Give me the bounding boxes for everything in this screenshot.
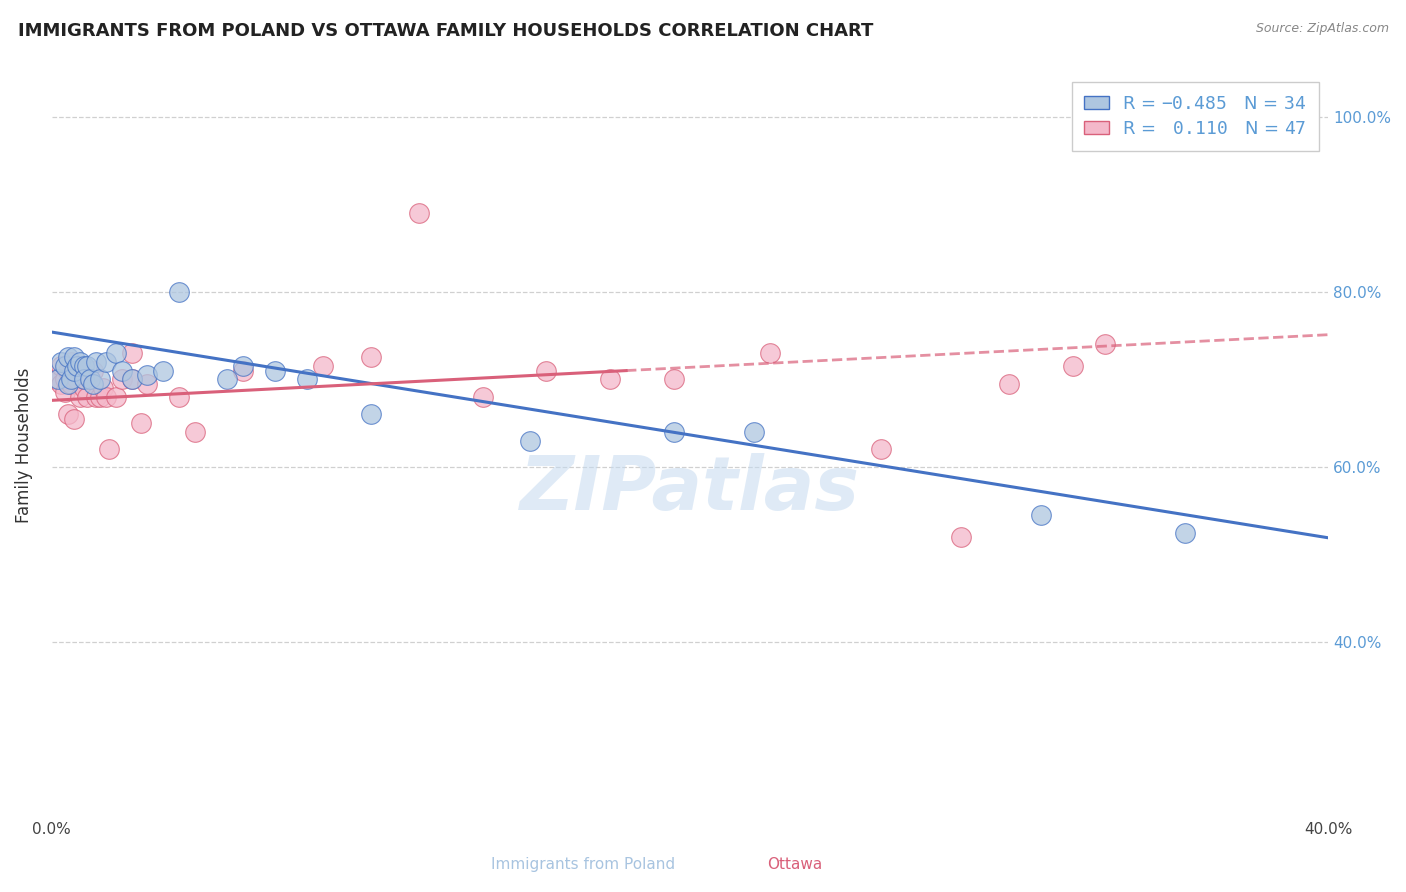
- Point: [870, 442, 893, 457]
- Text: IMMIGRANTS FROM POLAND VS OTTAWA FAMILY HOUSEHOLDS CORRELATION CHART: IMMIGRANTS FROM POLAND VS OTTAWA FAMILY …: [18, 22, 873, 40]
- Text: Ottawa: Ottawa: [766, 857, 823, 872]
- Point: [950, 530, 973, 544]
- Point: [73, 372, 96, 386]
- Point: [121, 372, 143, 386]
- Point: [53, 359, 76, 374]
- Point: [111, 372, 134, 386]
- Point: [104, 390, 127, 404]
- Point: [53, 372, 76, 386]
- Point: [742, 425, 765, 439]
- Point: [471, 390, 494, 404]
- Point: [51, 359, 73, 374]
- Point: [312, 359, 335, 374]
- Point: [69, 390, 91, 404]
- Point: [295, 372, 318, 386]
- Text: Source: ZipAtlas.com: Source: ZipAtlas.com: [1256, 22, 1389, 36]
- Point: [73, 381, 96, 395]
- Point: [46, 372, 69, 386]
- Point: [56, 408, 79, 422]
- Point: [59, 376, 82, 391]
- Point: [53, 385, 76, 400]
- Legend: R = $\mathtt{-0.485}$   N = $\mathtt{34}$, R = $\mathtt{\ \ 0.110}$   N = $\math: R = $\mathtt{-0.485}$ N = $\mathtt{34}$,…: [1071, 82, 1319, 151]
- Point: [73, 372, 96, 386]
- Point: [51, 376, 73, 391]
- Point: [79, 372, 101, 386]
- Y-axis label: Family Households: Family Households: [15, 368, 32, 523]
- Point: [264, 363, 287, 377]
- Point: [360, 351, 382, 365]
- Point: [1173, 525, 1195, 540]
- Point: [56, 363, 79, 377]
- Point: [136, 376, 159, 391]
- Point: [63, 372, 86, 386]
- Point: [169, 390, 191, 404]
- Point: [111, 363, 134, 377]
- Point: [152, 363, 174, 377]
- Point: [599, 372, 621, 386]
- Point: [217, 372, 239, 386]
- Point: [232, 363, 254, 377]
- Point: [69, 355, 91, 369]
- Point: [1062, 359, 1084, 374]
- Point: [59, 355, 82, 369]
- Point: [63, 411, 86, 425]
- Text: Immigrants from Poland: Immigrants from Poland: [492, 857, 675, 872]
- Point: [79, 372, 101, 386]
- Point: [76, 390, 98, 404]
- Point: [46, 372, 69, 386]
- Point: [82, 363, 104, 377]
- Point: [86, 390, 108, 404]
- Point: [63, 363, 86, 377]
- Point: [59, 372, 82, 386]
- Point: [758, 346, 780, 360]
- Point: [1094, 337, 1116, 351]
- Point: [232, 359, 254, 374]
- Point: [56, 376, 79, 391]
- Point: [1029, 508, 1052, 522]
- Point: [94, 390, 117, 404]
- Point: [136, 368, 159, 382]
- Point: [69, 363, 91, 377]
- Point: [408, 206, 430, 220]
- Point: [66, 359, 89, 374]
- Point: [360, 408, 382, 422]
- Point: [56, 351, 79, 365]
- Point: [82, 376, 104, 391]
- Point: [89, 390, 111, 404]
- Point: [66, 372, 89, 386]
- Point: [98, 442, 121, 457]
- Point: [44, 372, 66, 386]
- Point: [169, 285, 191, 299]
- Point: [73, 359, 96, 374]
- Point: [76, 359, 98, 374]
- Point: [121, 346, 143, 360]
- Point: [94, 355, 117, 369]
- Point: [184, 425, 207, 439]
- Point: [121, 372, 143, 386]
- Point: [104, 346, 127, 360]
- Point: [51, 355, 73, 369]
- Point: [86, 355, 108, 369]
- Point: [91, 381, 114, 395]
- Point: [63, 351, 86, 365]
- Point: [662, 372, 685, 386]
- Point: [998, 376, 1021, 391]
- Point: [129, 416, 152, 430]
- Point: [89, 372, 111, 386]
- Point: [662, 425, 685, 439]
- Text: ZIPatlas: ZIPatlas: [520, 453, 860, 526]
- Point: [519, 434, 541, 448]
- Point: [536, 363, 558, 377]
